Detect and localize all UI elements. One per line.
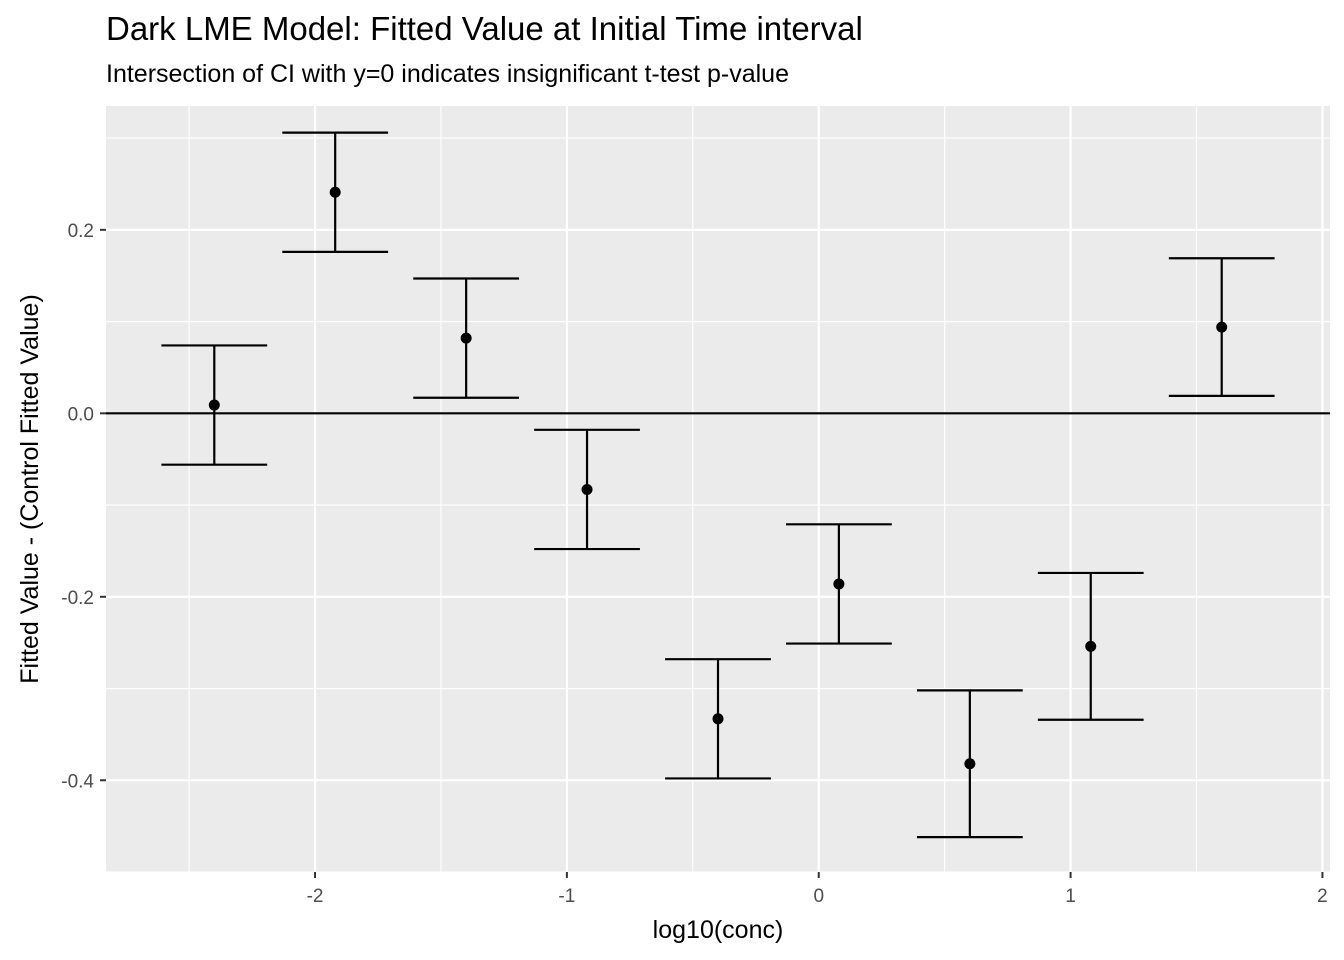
data-point bbox=[329, 186, 341, 198]
x-axis: -2 -1 0 1 2 bbox=[307, 872, 1328, 907]
data-point bbox=[1085, 640, 1097, 652]
minor-gridlines bbox=[106, 106, 1330, 873]
chart-title: Dark LME Model: Fitted Value at Initial … bbox=[106, 10, 863, 47]
data-point bbox=[712, 713, 724, 725]
y-tick-label: 0.0 bbox=[68, 404, 94, 425]
x-tick-label: -2 bbox=[307, 886, 324, 907]
x-tick-label: 2 bbox=[1317, 886, 1328, 907]
x-tick-label: -1 bbox=[558, 886, 575, 907]
y-axis-title: Fitted Value - (Control Fitted Value) bbox=[16, 294, 44, 684]
y-axis: -0.4 -0.2 0.0 0.2 bbox=[61, 221, 106, 792]
data-point bbox=[964, 758, 976, 770]
data-point bbox=[581, 483, 593, 495]
chart-subtitle: Intersection of CI with y=0 indicates in… bbox=[106, 60, 789, 88]
x-tick-label: 0 bbox=[813, 886, 824, 907]
data-point bbox=[460, 332, 472, 344]
y-tick-label: -0.2 bbox=[61, 588, 94, 609]
y-tick-label: -0.4 bbox=[61, 771, 94, 792]
x-tick-label: 1 bbox=[1065, 886, 1076, 907]
data-point bbox=[1216, 321, 1228, 333]
data-point bbox=[208, 399, 220, 411]
data-points bbox=[208, 186, 1228, 770]
data-point bbox=[833, 578, 845, 590]
x-axis-title: log10(conc) bbox=[653, 916, 784, 944]
y-tick-label: 0.2 bbox=[68, 221, 94, 242]
